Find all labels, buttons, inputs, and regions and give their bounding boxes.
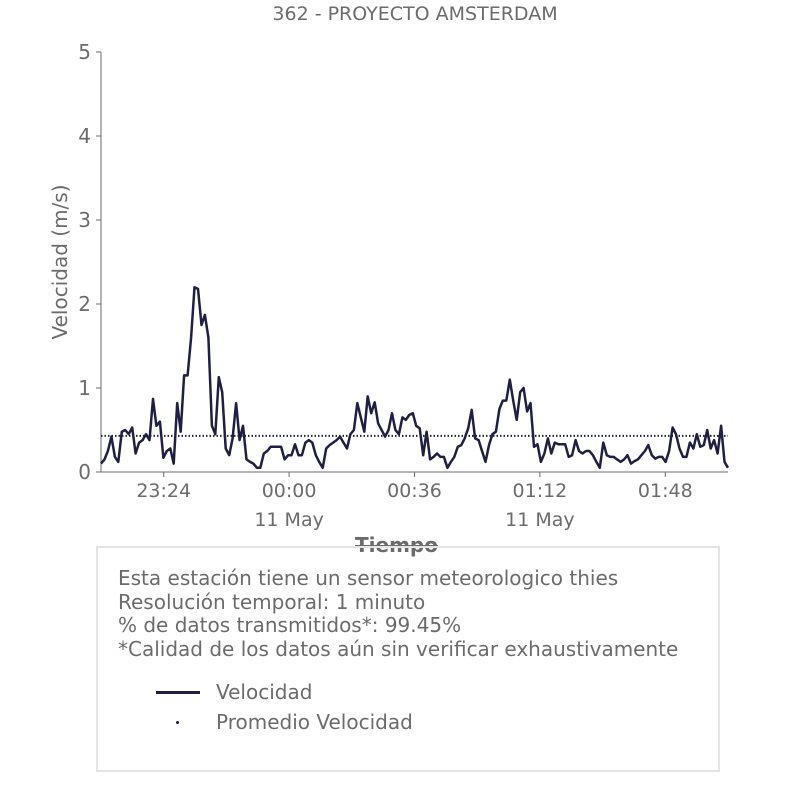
legend-swatch-solid-line bbox=[156, 681, 200, 703]
legend-item-velocidad: Velocidad bbox=[156, 680, 313, 704]
legend-label-velocidad: Velocidad bbox=[216, 680, 313, 704]
info-box: Esta estación tiene un sensor meteorolog… bbox=[96, 546, 720, 772]
info-line-station: Esta estación tiene un sensor meteorolog… bbox=[118, 566, 619, 590]
y-tick-label: 1 bbox=[78, 376, 91, 400]
legend-swatch-dot bbox=[156, 711, 200, 733]
x-axis-label: Tiempo bbox=[355, 533, 438, 557]
x-tick-label: 23:24 bbox=[136, 480, 191, 502]
x-tick-label: 00:36 bbox=[387, 480, 442, 502]
y-tick-label: 4 bbox=[78, 124, 91, 148]
x-tick-label: 01:48 bbox=[638, 480, 693, 502]
info-text: Esta estación tiene un sensor meteorolog… bbox=[118, 566, 679, 661]
x-tick-sublabel: 11 May bbox=[254, 509, 324, 531]
y-tick-label: 2 bbox=[78, 292, 91, 316]
y-tick-label: 3 bbox=[78, 208, 91, 232]
legend-item-promedio: Promedio Velocidad bbox=[156, 710, 413, 734]
y-tick-label: 5 bbox=[78, 40, 91, 64]
legend-label-promedio: Promedio Velocidad bbox=[216, 710, 413, 734]
info-line-quality: *Calidad de los datos aún sin verificar … bbox=[118, 636, 679, 661]
x-tick-label: 01:12 bbox=[513, 480, 568, 502]
x-tick-label: 00:00 bbox=[262, 480, 317, 502]
info-line-transmitted: % de datos transmitidos*: 99.45% bbox=[118, 613, 462, 637]
chart-plot: 0 1 2 3 4 5 23:24 00:00 11 May 00:36 01:12 11 May 01… bbox=[78, 40, 730, 531]
chart-title: 362 - PROYECTO AMSTERDAM bbox=[272, 3, 558, 25]
x-tick-sublabel: 11 May bbox=[505, 509, 575, 531]
series-velocidad bbox=[100, 285, 730, 470]
y-tick-label: 0 bbox=[78, 460, 91, 484]
info-line-resolution: Resolución temporal: 1 minuto bbox=[118, 589, 426, 614]
